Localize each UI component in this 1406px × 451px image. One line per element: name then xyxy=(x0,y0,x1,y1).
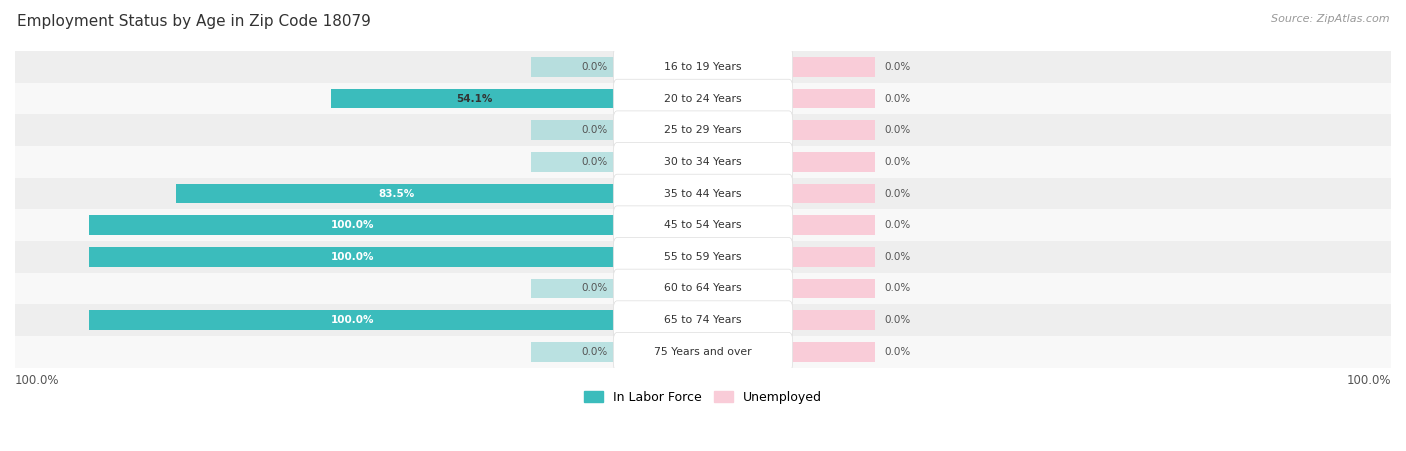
Bar xyxy=(531,152,617,172)
Text: 0.0%: 0.0% xyxy=(581,157,607,167)
Bar xyxy=(15,336,1391,368)
Bar xyxy=(789,342,875,362)
Text: 35 to 44 Years: 35 to 44 Years xyxy=(664,189,742,198)
Bar xyxy=(789,247,875,267)
FancyBboxPatch shape xyxy=(613,48,793,86)
Text: Employment Status by Age in Zip Code 18079: Employment Status by Age in Zip Code 180… xyxy=(17,14,371,28)
Bar xyxy=(531,342,617,362)
Text: 75 Years and over: 75 Years and over xyxy=(654,347,752,357)
Text: 100.0%: 100.0% xyxy=(330,252,374,262)
Bar xyxy=(89,216,617,235)
Text: 60 to 64 Years: 60 to 64 Years xyxy=(664,284,742,294)
Text: 25 to 29 Years: 25 to 29 Years xyxy=(664,125,742,135)
FancyBboxPatch shape xyxy=(613,301,793,340)
Text: 0.0%: 0.0% xyxy=(884,62,911,72)
Bar xyxy=(789,152,875,172)
Bar xyxy=(15,146,1391,178)
Text: 0.0%: 0.0% xyxy=(884,157,911,167)
Bar xyxy=(332,89,617,108)
Bar xyxy=(15,115,1391,146)
Bar xyxy=(15,241,1391,273)
Bar xyxy=(789,120,875,140)
Text: 100.0%: 100.0% xyxy=(330,315,374,325)
Legend: In Labor Force, Unemployed: In Labor Force, Unemployed xyxy=(579,386,827,409)
FancyBboxPatch shape xyxy=(613,174,793,213)
Bar xyxy=(15,51,1391,83)
Text: 55 to 59 Years: 55 to 59 Years xyxy=(664,252,742,262)
Text: 83.5%: 83.5% xyxy=(378,189,415,198)
Bar xyxy=(789,279,875,298)
Text: 0.0%: 0.0% xyxy=(884,220,911,230)
FancyBboxPatch shape xyxy=(613,269,793,308)
Text: 45 to 54 Years: 45 to 54 Years xyxy=(664,220,742,230)
Text: 54.1%: 54.1% xyxy=(456,93,492,104)
FancyBboxPatch shape xyxy=(613,332,793,371)
Bar xyxy=(789,57,875,77)
Text: 0.0%: 0.0% xyxy=(884,125,911,135)
Bar xyxy=(89,310,617,330)
Bar xyxy=(15,273,1391,304)
FancyBboxPatch shape xyxy=(613,111,793,150)
Text: 0.0%: 0.0% xyxy=(581,284,607,294)
Text: 30 to 34 Years: 30 to 34 Years xyxy=(664,157,742,167)
FancyBboxPatch shape xyxy=(613,238,793,276)
Text: 100.0%: 100.0% xyxy=(1347,374,1391,387)
Text: 100.0%: 100.0% xyxy=(15,374,59,387)
FancyBboxPatch shape xyxy=(613,143,793,181)
Text: 0.0%: 0.0% xyxy=(581,62,607,72)
Bar xyxy=(531,57,617,77)
Text: 0.0%: 0.0% xyxy=(884,284,911,294)
Text: 0.0%: 0.0% xyxy=(884,252,911,262)
Bar xyxy=(15,304,1391,336)
Bar xyxy=(531,279,617,298)
Text: 16 to 19 Years: 16 to 19 Years xyxy=(664,62,742,72)
Text: 100.0%: 100.0% xyxy=(330,220,374,230)
Text: Source: ZipAtlas.com: Source: ZipAtlas.com xyxy=(1271,14,1389,23)
Text: 0.0%: 0.0% xyxy=(581,347,607,357)
Bar xyxy=(15,209,1391,241)
Text: 20 to 24 Years: 20 to 24 Years xyxy=(664,93,742,104)
Text: 0.0%: 0.0% xyxy=(884,315,911,325)
Bar xyxy=(15,83,1391,115)
Bar xyxy=(789,310,875,330)
Text: 0.0%: 0.0% xyxy=(581,125,607,135)
FancyBboxPatch shape xyxy=(613,79,793,118)
Bar xyxy=(789,89,875,108)
Bar xyxy=(176,184,617,203)
Text: 0.0%: 0.0% xyxy=(884,93,911,104)
Text: 0.0%: 0.0% xyxy=(884,347,911,357)
Bar xyxy=(789,184,875,203)
Text: 0.0%: 0.0% xyxy=(884,189,911,198)
Bar xyxy=(89,247,617,267)
Bar xyxy=(789,216,875,235)
Bar xyxy=(531,120,617,140)
FancyBboxPatch shape xyxy=(613,206,793,244)
Text: 65 to 74 Years: 65 to 74 Years xyxy=(664,315,742,325)
Bar xyxy=(15,178,1391,209)
